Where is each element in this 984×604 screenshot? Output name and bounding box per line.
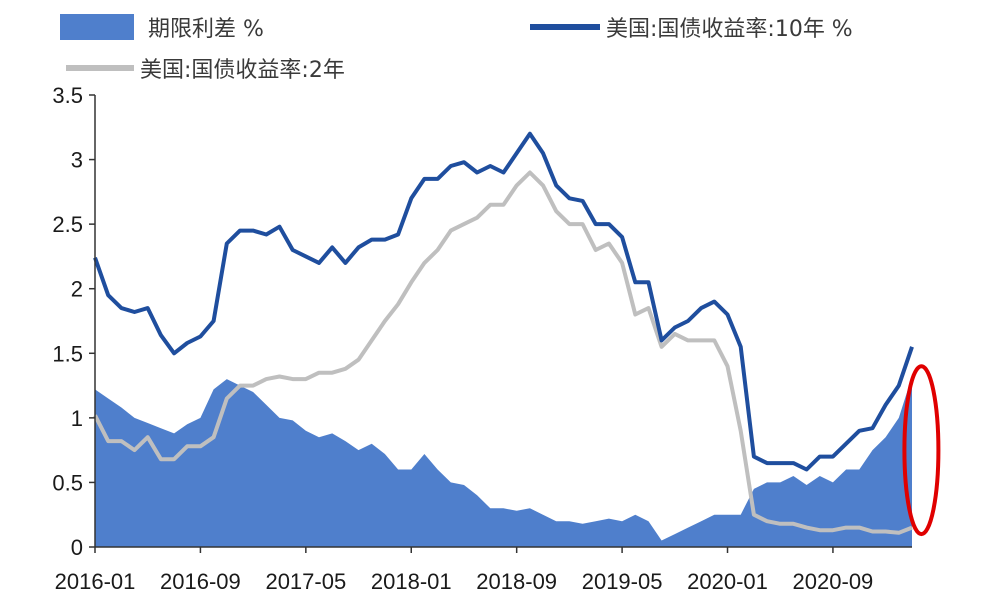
x-axis: 2016-01 2016-09 2017-05 2018-01 2018-09 2019-… [55,546,912,594]
annotation-layer [902,364,941,537]
plot-area [93,131,914,547]
y-tick-label: 0 [71,535,83,560]
x-tick-label: 2017-05 [265,569,346,594]
legend-label-10y: 美国:国债收益率:10年 % [606,17,853,42]
y-axis: 0 0.5 1 1.5 2 2.5 3 3.5 [52,83,96,560]
series-area-spread [95,376,912,547]
y-tick-label: 3.5 [52,83,83,108]
y-tick-label: 2.5 [52,212,83,237]
highlight-ellipse [902,364,941,537]
series-line-10y [93,131,914,472]
x-tick-label: 2018-09 [476,569,557,594]
y-tick-label: 1.5 [52,341,83,366]
legend-label-2y: 美国:国债收益率:2年 [140,58,345,83]
x-tick-label: 2019-05 [582,569,663,594]
y-tick-label: 2 [71,277,83,302]
legend: 期限利差 % 美国:国债收益率:10年 % 美国:国债收益率:2年 [60,14,853,83]
legend-swatch-spread [60,14,134,40]
legend-label-spread: 期限利差 % [148,17,264,42]
x-tick-label: 2016-01 [55,569,136,594]
y-tick-label: 3 [71,148,83,173]
x-tick-label: 2016-09 [160,569,241,594]
y-tick-label: 1 [71,406,83,431]
y-tick-label: 0.5 [52,470,83,495]
series-line-2y [93,170,913,535]
x-tick-label: 2020-01 [687,569,768,594]
x-tick-label: 2020-09 [793,569,874,594]
x-tick-label: 2018-01 [371,569,452,594]
